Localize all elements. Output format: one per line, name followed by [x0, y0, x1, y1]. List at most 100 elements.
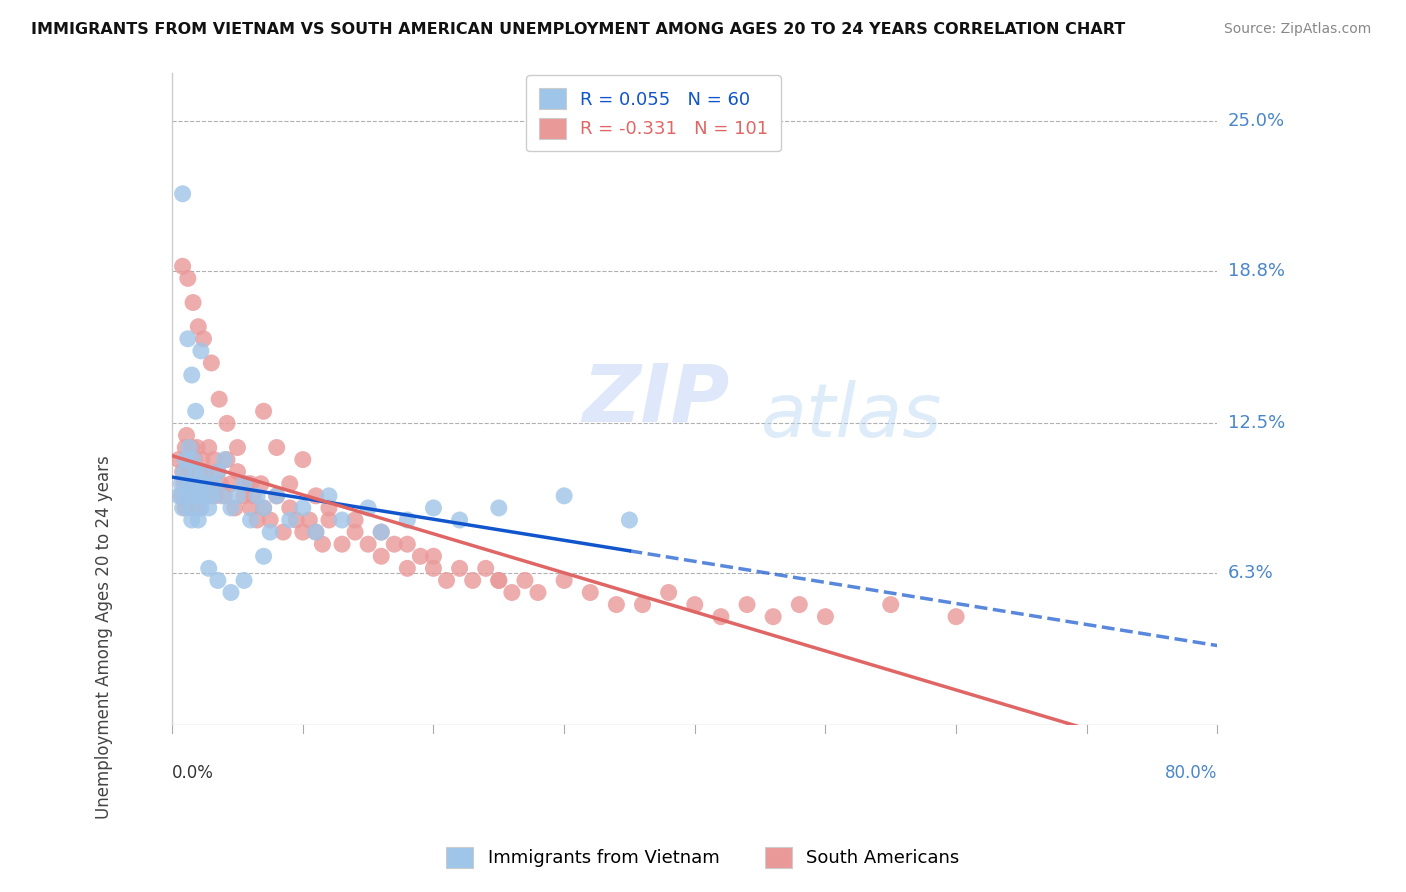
Point — [370, 525, 392, 540]
Point — [177, 489, 200, 503]
Point — [488, 574, 510, 588]
Text: 80.0%: 80.0% — [1166, 764, 1218, 782]
Point — [579, 585, 602, 599]
Point — [396, 561, 419, 575]
Point — [259, 513, 281, 527]
Point — [246, 489, 269, 503]
Point — [179, 465, 201, 479]
Point — [179, 476, 201, 491]
Point — [187, 500, 209, 515]
Point — [311, 537, 333, 551]
Point — [291, 500, 314, 515]
Point — [250, 476, 273, 491]
Point — [285, 513, 308, 527]
Point — [880, 598, 903, 612]
Point — [202, 476, 225, 491]
Point — [207, 465, 229, 479]
Point — [787, 598, 810, 612]
Point — [239, 500, 262, 515]
Text: Unemployment Among Ages 20 to 24 years: Unemployment Among Ages 20 to 24 years — [96, 456, 114, 819]
Point — [180, 368, 202, 382]
Point — [197, 561, 219, 575]
Point — [215, 452, 238, 467]
Point — [190, 489, 212, 503]
Point — [266, 441, 288, 455]
Point — [172, 186, 194, 201]
Point — [207, 574, 229, 588]
Point — [195, 476, 218, 491]
Point — [658, 585, 681, 599]
Point — [252, 549, 274, 564]
Point — [631, 598, 654, 612]
Point — [176, 428, 198, 442]
Point — [226, 465, 249, 479]
Point — [330, 537, 353, 551]
Point — [357, 537, 380, 551]
Point — [190, 500, 212, 515]
Point — [553, 489, 575, 503]
Point — [214, 452, 236, 467]
Point — [184, 465, 207, 479]
Point — [619, 513, 641, 527]
Point — [176, 476, 198, 491]
Point — [187, 476, 209, 491]
Point — [449, 561, 471, 575]
Point — [318, 500, 340, 515]
Point — [183, 489, 205, 503]
Point — [233, 489, 256, 503]
Point — [235, 476, 257, 491]
Point — [488, 500, 510, 515]
Point — [278, 500, 301, 515]
Text: ZIP: ZIP — [582, 360, 730, 438]
Point — [814, 609, 837, 624]
Point — [226, 489, 249, 503]
Point — [180, 500, 202, 515]
Text: 18.8%: 18.8% — [1227, 262, 1285, 280]
Point — [344, 513, 367, 527]
Point — [224, 500, 246, 515]
Point — [194, 489, 217, 503]
Point — [167, 489, 190, 503]
Point — [181, 465, 204, 479]
Point — [174, 489, 197, 503]
Point — [177, 271, 200, 285]
Text: atlas: atlas — [761, 380, 942, 452]
Point — [278, 476, 301, 491]
Point — [191, 452, 214, 467]
Text: 12.5%: 12.5% — [1227, 415, 1285, 433]
Point — [200, 476, 222, 491]
Point — [170, 489, 193, 503]
Point — [266, 489, 288, 503]
Point — [246, 513, 269, 527]
Point — [266, 489, 288, 503]
Point — [252, 500, 274, 515]
Point — [177, 332, 200, 346]
Point — [242, 489, 264, 503]
Point — [184, 489, 207, 503]
Point — [172, 260, 194, 274]
Point — [357, 500, 380, 515]
Point — [219, 585, 242, 599]
Text: Source: ZipAtlas.com: Source: ZipAtlas.com — [1223, 22, 1371, 37]
Point — [291, 452, 314, 467]
Point — [180, 476, 202, 491]
Point — [191, 465, 214, 479]
Point — [208, 392, 231, 407]
Point — [194, 465, 217, 479]
Point — [211, 489, 233, 503]
Point — [501, 585, 523, 599]
Point — [183, 452, 205, 467]
Point — [330, 513, 353, 527]
Point — [200, 489, 222, 503]
Point — [683, 598, 706, 612]
Point — [181, 295, 204, 310]
Point — [188, 465, 211, 479]
Point — [214, 489, 236, 503]
Point — [197, 489, 219, 503]
Point — [172, 465, 194, 479]
Point — [167, 452, 190, 467]
Point — [197, 500, 219, 515]
Text: 25.0%: 25.0% — [1227, 112, 1285, 130]
Point — [184, 404, 207, 418]
Point — [422, 561, 444, 575]
